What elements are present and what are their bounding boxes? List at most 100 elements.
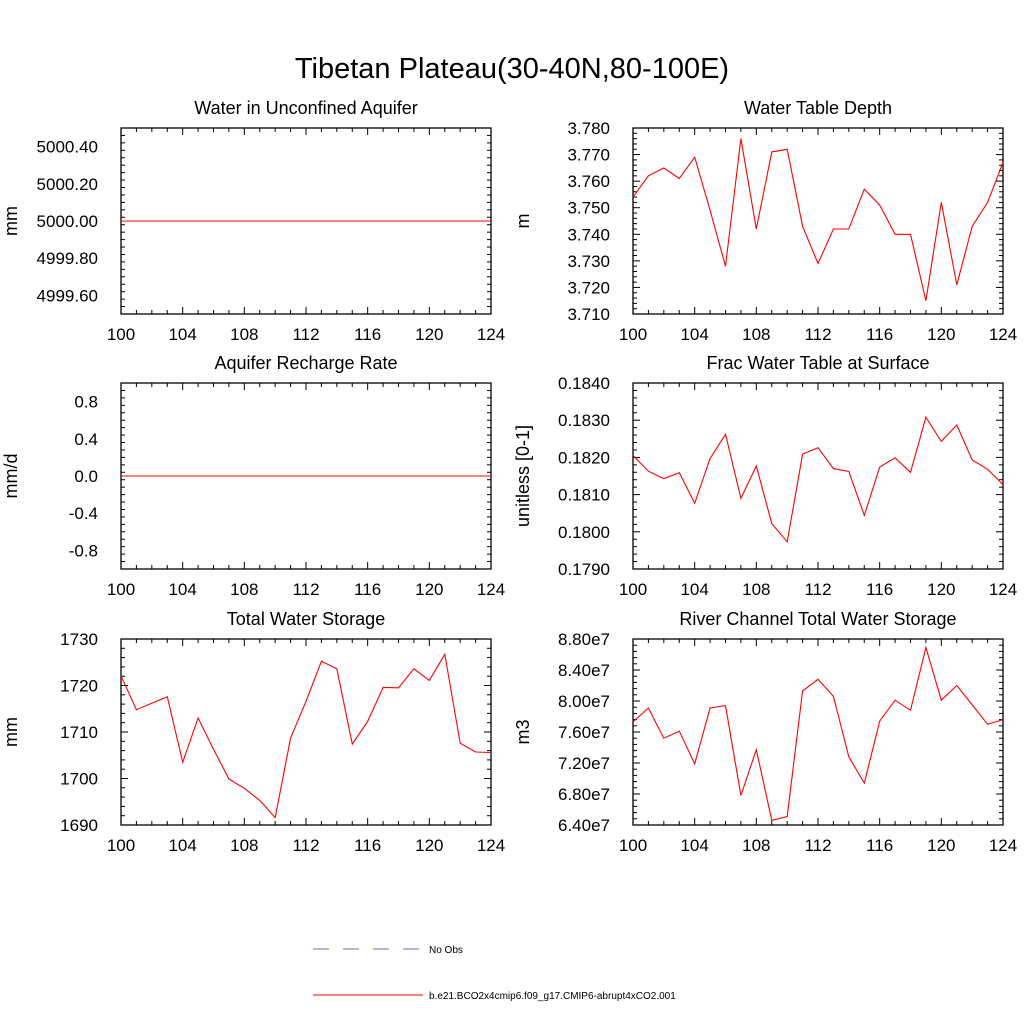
x-tick-label: 124: [989, 836, 1017, 855]
y-tick-label: 6.40e7: [558, 816, 610, 835]
x-tick-label: 104: [168, 325, 196, 344]
y-tick-label: 5000.40: [37, 138, 98, 157]
x-tick-label: 116: [354, 580, 381, 599]
panel-5: 100 104 108 112 116 120 124 1690 1700 1710 1720 173…: [1, 609, 505, 855]
panel-6: 100 104 108 112 116 120 124 6.40e7 6.80e7 7.20e7 7…: [513, 609, 1017, 855]
series-line: [632, 645, 1004, 822]
plot-frame: [632, 638, 1004, 826]
panel-1: 100 104 108 112 116 120 124 4999.60 4999.80 5000.…: [1, 98, 505, 344]
x-tick-label: 104: [680, 580, 708, 599]
x-tick-label: 116: [866, 836, 893, 855]
y-tick-label: 8.80e7: [558, 630, 610, 649]
x-tick-label: 104: [168, 580, 196, 599]
x-tick-label: 124: [989, 580, 1017, 599]
y-tick-label: 5000.20: [37, 175, 98, 194]
x-tick-label: 120: [415, 580, 443, 599]
y-axis-label: mm: [1, 206, 21, 236]
x-tick-label: 120: [415, 325, 443, 344]
x-tick-label: 116: [866, 325, 893, 344]
x-tick-label: 104: [168, 836, 196, 855]
y-tick-label: 1710: [60, 723, 98, 742]
y-tick-label: 0.4: [74, 430, 98, 449]
y-tick-label: 0.1830: [558, 411, 610, 430]
y-tick-label: 8.00e7: [558, 692, 610, 711]
y-tick-label: 1730: [60, 630, 98, 649]
x-tick-label: 112: [292, 325, 319, 344]
legend-label-no-obs: No Obs: [429, 945, 463, 956]
x-tick-label: 100: [619, 836, 647, 855]
x-tick-label: 112: [804, 580, 831, 599]
legend: No Obs b.e21.BCO2x4cmip6.f09_g17.CMIP6-a…: [313, 945, 676, 1002]
y-tick-label: 3.740: [567, 225, 610, 244]
panel-title: River Channel Total Water Storage: [679, 609, 956, 629]
plot-frame: [632, 382, 1004, 570]
y-tick-label: 1690: [60, 816, 98, 835]
x-tick-label: 100: [619, 325, 647, 344]
y-tick-label: 7.60e7: [558, 723, 610, 742]
x-tick-label: 120: [927, 325, 955, 344]
x-tick-label: 108: [230, 325, 258, 344]
panel-3: 100 104 108 112 116 120 124 -0.8 -0.4 0.0 0.4 0.8 Aq…: [1, 353, 505, 599]
y-tick-label: 0.1810: [558, 486, 610, 505]
x-tick-label: 124: [477, 836, 505, 855]
y-tick-label: 3.770: [567, 146, 610, 165]
panel-title: Water Table Depth: [744, 98, 892, 118]
x-tick-label: 120: [927, 580, 955, 599]
y-axis-label: mm/d: [1, 454, 21, 499]
panel-title: Aquifer Recharge Rate: [214, 353, 397, 373]
panel-2: 100 104 108 112 116 120 124 3.710 3.720 3.730 3.74…: [513, 98, 1017, 344]
series-line: [632, 415, 1004, 544]
x-tick-label: 100: [107, 836, 135, 855]
y-tick-label: -0.8: [69, 541, 98, 560]
x-tick-label: 124: [989, 325, 1017, 344]
panel-title: Water in Unconfined Aquifer: [194, 98, 417, 118]
x-tick-label: 112: [292, 580, 319, 599]
y-tick-label: 3.710: [567, 305, 610, 324]
panel-4: 100 104 108 112 116 120 124 0.1790 0.1800 0.1810 0…: [513, 353, 1017, 599]
x-tick-label: 100: [107, 580, 135, 599]
y-tick-label: 4999.60: [37, 286, 98, 305]
legend-label-model-run: b.e21.BCO2x4cmip6.f09_g17.CMIP6-abrupt4x…: [429, 991, 676, 1002]
plot-frame: [632, 127, 1004, 315]
y-tick-label: -0.4: [69, 504, 98, 523]
series-line: [120, 652, 492, 819]
plot-frame: [120, 638, 492, 826]
y-tick-label: 6.80e7: [558, 785, 610, 804]
y-tick-label: 0.0: [74, 467, 98, 486]
y-tick-label: 3.750: [567, 199, 610, 218]
y-tick-label: 0.1790: [558, 560, 610, 579]
x-tick-label: 116: [354, 836, 381, 855]
x-tick-label: 112: [804, 836, 831, 855]
x-tick-label: 104: [680, 836, 708, 855]
y-tick-label: 3.730: [567, 252, 610, 271]
series-line: [632, 138, 1004, 301]
y-tick-label: 3.760: [567, 172, 610, 191]
y-axis-label: unitless [0-1]: [513, 425, 533, 527]
y-axis-label: m3: [513, 719, 533, 744]
x-tick-label: 108: [742, 836, 770, 855]
x-tick-label: 108: [230, 836, 258, 855]
panels-group: 100 104 108 112 116 120 124 4999.60 4999.80 5000.…: [1, 98, 1017, 855]
x-tick-label: 108: [742, 580, 770, 599]
y-axis-label: mm: [1, 717, 21, 747]
y-tick-label: 1700: [60, 770, 98, 789]
x-tick-label: 120: [415, 836, 443, 855]
y-tick-label: 4999.80: [37, 249, 98, 268]
x-tick-label: 100: [107, 325, 135, 344]
panel-title: Total Water Storage: [227, 609, 385, 629]
y-tick-label: 0.1840: [558, 374, 610, 393]
x-tick-label: 116: [866, 580, 893, 599]
x-tick-label: 108: [230, 580, 258, 599]
panel-title: Frac Water Table at Surface: [706, 353, 929, 373]
y-tick-label: 0.1800: [558, 523, 610, 542]
x-tick-label: 116: [354, 325, 381, 344]
x-tick-label: 104: [680, 325, 708, 344]
figure-title: Tibetan Plateau(30-40N,80-100E): [295, 53, 729, 85]
x-tick-label: 112: [292, 836, 319, 855]
y-tick-label: 3.780: [567, 119, 610, 138]
y-axis-label: m: [513, 214, 533, 229]
y-tick-label: 1720: [60, 677, 98, 696]
y-tick-label: 5000.00: [37, 212, 98, 231]
y-tick-label: 0.1820: [558, 448, 610, 467]
